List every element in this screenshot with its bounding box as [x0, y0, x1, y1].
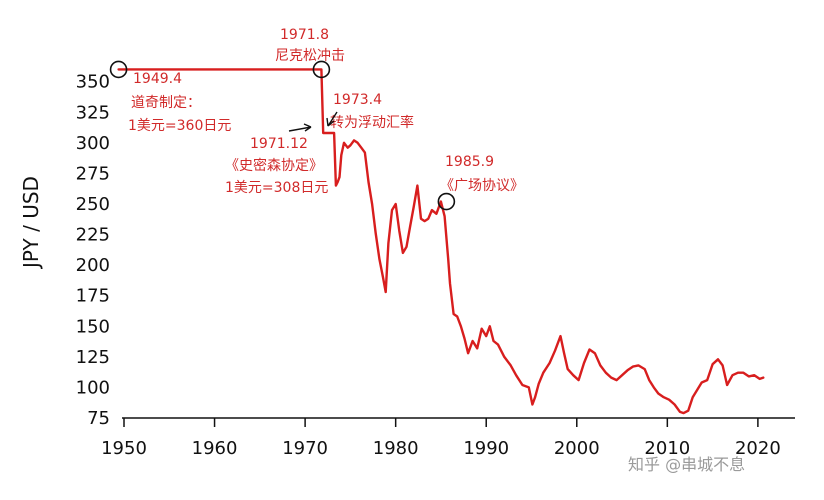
- annotation-1971-8-line1: 尼克松冲击: [275, 48, 345, 64]
- event-circle-icon: [312, 60, 331, 79]
- annotation-1949-date: 1949.4: [133, 71, 182, 87]
- y-tick-label: 250: [76, 194, 110, 215]
- y-axis-ticks: 75 100 125 150 175 200 225 250 275 300 325 350: [76, 72, 110, 429]
- arrow-1973-icon: [326, 111, 338, 127]
- annotation-1973-4-date: 1973.4: [333, 92, 382, 108]
- y-axis-label: JPY / USD: [19, 176, 43, 270]
- annotation-1971-12-date: 1971.12: [250, 136, 308, 152]
- event-markers: [109, 60, 456, 211]
- annotation-1949-line1: 道奇制定：: [131, 94, 201, 111]
- y-tick-label: 350: [76, 72, 110, 93]
- annotation-1971-12-line1: 《史密森协定》: [225, 157, 323, 174]
- y-tick-label: 75: [87, 408, 110, 429]
- y-tick-label: 300: [76, 133, 110, 154]
- arrow-1971-12-icon: [288, 123, 312, 132]
- y-tick-label: 125: [76, 347, 110, 368]
- y-tick-label: 275: [76, 163, 110, 184]
- y-tick-label: 175: [76, 286, 110, 307]
- annotation-1971-8: 1971.8 尼克松冲击: [275, 27, 345, 64]
- x-tick-label: 1990: [463, 438, 509, 459]
- y-tick-label: 100: [76, 377, 110, 398]
- annotation-1949-line2: 1美元=360日元: [128, 118, 231, 134]
- annotation-1973-4: 1973.4 转为浮动汇率: [326, 92, 414, 131]
- x-axis-ticks: 1950 1960 1970 1980 1990 2000 2010 2020: [101, 418, 781, 459]
- exchange-rate-line: [117, 68, 765, 415]
- annotation-1949: 1949.4 道奇制定： 1美元=360日元: [128, 71, 231, 134]
- y-tick-label: 225: [76, 225, 110, 246]
- x-tick-label: 1960: [192, 438, 238, 459]
- annotation-1971-12: 1971.12 《史密森协定》 1美元=308日元: [225, 123, 328, 196]
- x-tick-label: 2010: [644, 438, 690, 459]
- annotation-1985-date: 1985.9: [445, 154, 494, 170]
- annotation-1971-12-line2: 1美元=308日元: [225, 180, 328, 196]
- x-tick-label: 1970: [282, 438, 328, 459]
- annotation-1971-8-date: 1971.8: [280, 27, 329, 43]
- y-tick-label: 200: [76, 255, 110, 276]
- event-circle-icon: [109, 60, 128, 79]
- x-tick-label: 2020: [735, 438, 781, 459]
- watermark: 知乎 @串城不息: [628, 455, 745, 474]
- y-tick-label: 325: [76, 102, 110, 123]
- event-circle-icon: [437, 192, 456, 211]
- x-tick-label: 1950: [101, 438, 147, 459]
- annotation-1985: 1985.9 《广场协议》: [440, 154, 524, 194]
- x-tick-label: 2000: [554, 438, 600, 459]
- x-tick-label: 1980: [373, 438, 419, 459]
- y-tick-label: 150: [76, 316, 110, 337]
- annotation-1973-4-line1: 转为浮动汇率: [330, 114, 414, 131]
- annotation-1985-line1: 《广场协议》: [440, 178, 524, 194]
